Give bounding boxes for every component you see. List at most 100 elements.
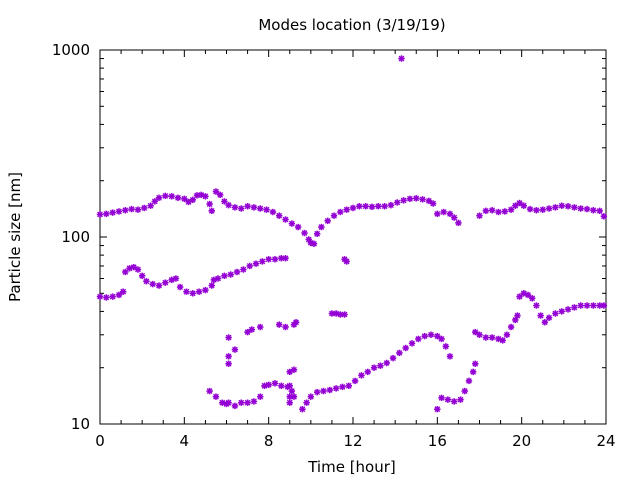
data-point xyxy=(571,204,578,211)
data-point-stroke xyxy=(202,193,209,200)
data-point-stroke xyxy=(457,396,464,403)
data-point xyxy=(225,360,232,367)
data-point xyxy=(552,310,559,317)
data-point xyxy=(507,206,515,213)
data-point-stroke xyxy=(345,382,352,389)
data-point xyxy=(162,279,169,286)
data-point xyxy=(529,295,536,302)
data-point-stroke xyxy=(495,209,502,215)
data-point xyxy=(115,208,123,215)
data-point-stroke xyxy=(571,204,578,211)
data-point-stroke xyxy=(263,206,270,213)
data-point-stroke xyxy=(539,206,546,213)
data-point-stroke xyxy=(362,203,369,210)
data-point xyxy=(149,280,156,288)
data-point xyxy=(202,286,209,294)
data-point xyxy=(337,311,344,318)
data-point xyxy=(257,323,264,331)
data-point-stroke xyxy=(272,380,278,387)
data-point xyxy=(472,360,479,367)
data-point-stroke xyxy=(596,302,603,309)
data-point-stroke xyxy=(596,207,603,214)
data-point xyxy=(288,220,296,227)
data-point xyxy=(495,208,502,216)
y-tick-label: 100 xyxy=(61,228,90,246)
data-point-stroke xyxy=(466,378,472,384)
data-point xyxy=(571,304,578,311)
data-point-stroke xyxy=(565,203,571,210)
data-point xyxy=(320,387,327,395)
data-point-stroke xyxy=(383,360,390,366)
data-point-stroke xyxy=(257,324,264,330)
chart-title: Modes location (3/19/19) xyxy=(258,16,445,34)
data-point xyxy=(257,393,264,400)
data-point xyxy=(183,288,190,295)
data-point-stroke xyxy=(577,205,584,212)
data-point xyxy=(457,396,464,403)
data-point-stroke xyxy=(141,205,148,211)
data-point-stroke xyxy=(440,209,447,215)
data-point xyxy=(503,331,511,338)
data-point xyxy=(451,214,458,221)
data-point xyxy=(421,332,428,340)
data-point-stroke xyxy=(428,331,434,338)
data-point-stroke xyxy=(225,360,232,367)
data-point xyxy=(364,368,371,376)
data-point-stroke xyxy=(120,288,127,295)
data-point-stroke xyxy=(147,202,154,209)
data-point xyxy=(526,205,534,213)
data-point xyxy=(394,199,401,206)
data-point-stroke xyxy=(232,402,238,409)
data-point-stroke xyxy=(590,207,597,214)
data-point xyxy=(271,380,279,387)
data-point xyxy=(119,288,127,295)
data-point-stroke xyxy=(162,279,169,286)
data-point-stroke xyxy=(419,196,426,203)
data-point-stroke xyxy=(301,230,308,236)
data-point-stroke xyxy=(571,304,578,311)
data-point xyxy=(147,202,154,209)
data-point-stroke xyxy=(215,275,221,282)
data-point xyxy=(206,387,213,395)
data-point xyxy=(252,260,260,267)
data-point-stroke xyxy=(451,214,458,221)
data-point xyxy=(282,323,289,331)
data-point xyxy=(537,312,544,319)
data-point-stroke xyxy=(476,331,483,338)
data-point-stroke xyxy=(525,292,531,298)
data-point-stroke xyxy=(324,217,331,224)
data-point xyxy=(539,206,546,213)
data-point xyxy=(425,197,433,205)
y-tick-label: 10 xyxy=(71,415,90,433)
data-point-stroke xyxy=(434,333,441,340)
data-point-stroke xyxy=(402,345,409,351)
data-point-stroke xyxy=(343,206,350,213)
data-point xyxy=(482,207,490,215)
data-point-stroke xyxy=(434,210,441,217)
data-point-stroke xyxy=(533,207,540,214)
data-point xyxy=(583,302,591,309)
data-point-stroke xyxy=(512,202,519,209)
data-point-stroke xyxy=(251,204,257,211)
data-point-stroke xyxy=(244,329,251,336)
data-point xyxy=(590,302,597,309)
data-point-stroke xyxy=(396,350,403,356)
data-point xyxy=(438,335,445,343)
data-point xyxy=(396,349,403,357)
data-point-stroke xyxy=(183,288,190,295)
data-point-stroke xyxy=(476,212,483,219)
data-point-stroke xyxy=(213,188,219,195)
data-point-stroke xyxy=(444,396,451,403)
data-point xyxy=(383,359,390,367)
data-point-stroke xyxy=(162,192,169,199)
data-point xyxy=(276,321,283,328)
data-point xyxy=(141,204,148,212)
data-point-stroke xyxy=(499,337,506,344)
data-point-stroke xyxy=(293,319,299,326)
data-point-stroke xyxy=(461,388,468,394)
data-point xyxy=(381,203,388,210)
data-point xyxy=(181,195,188,203)
data-point-stroke xyxy=(343,258,350,265)
data-point-stroke xyxy=(217,191,224,198)
data-point xyxy=(208,207,215,215)
